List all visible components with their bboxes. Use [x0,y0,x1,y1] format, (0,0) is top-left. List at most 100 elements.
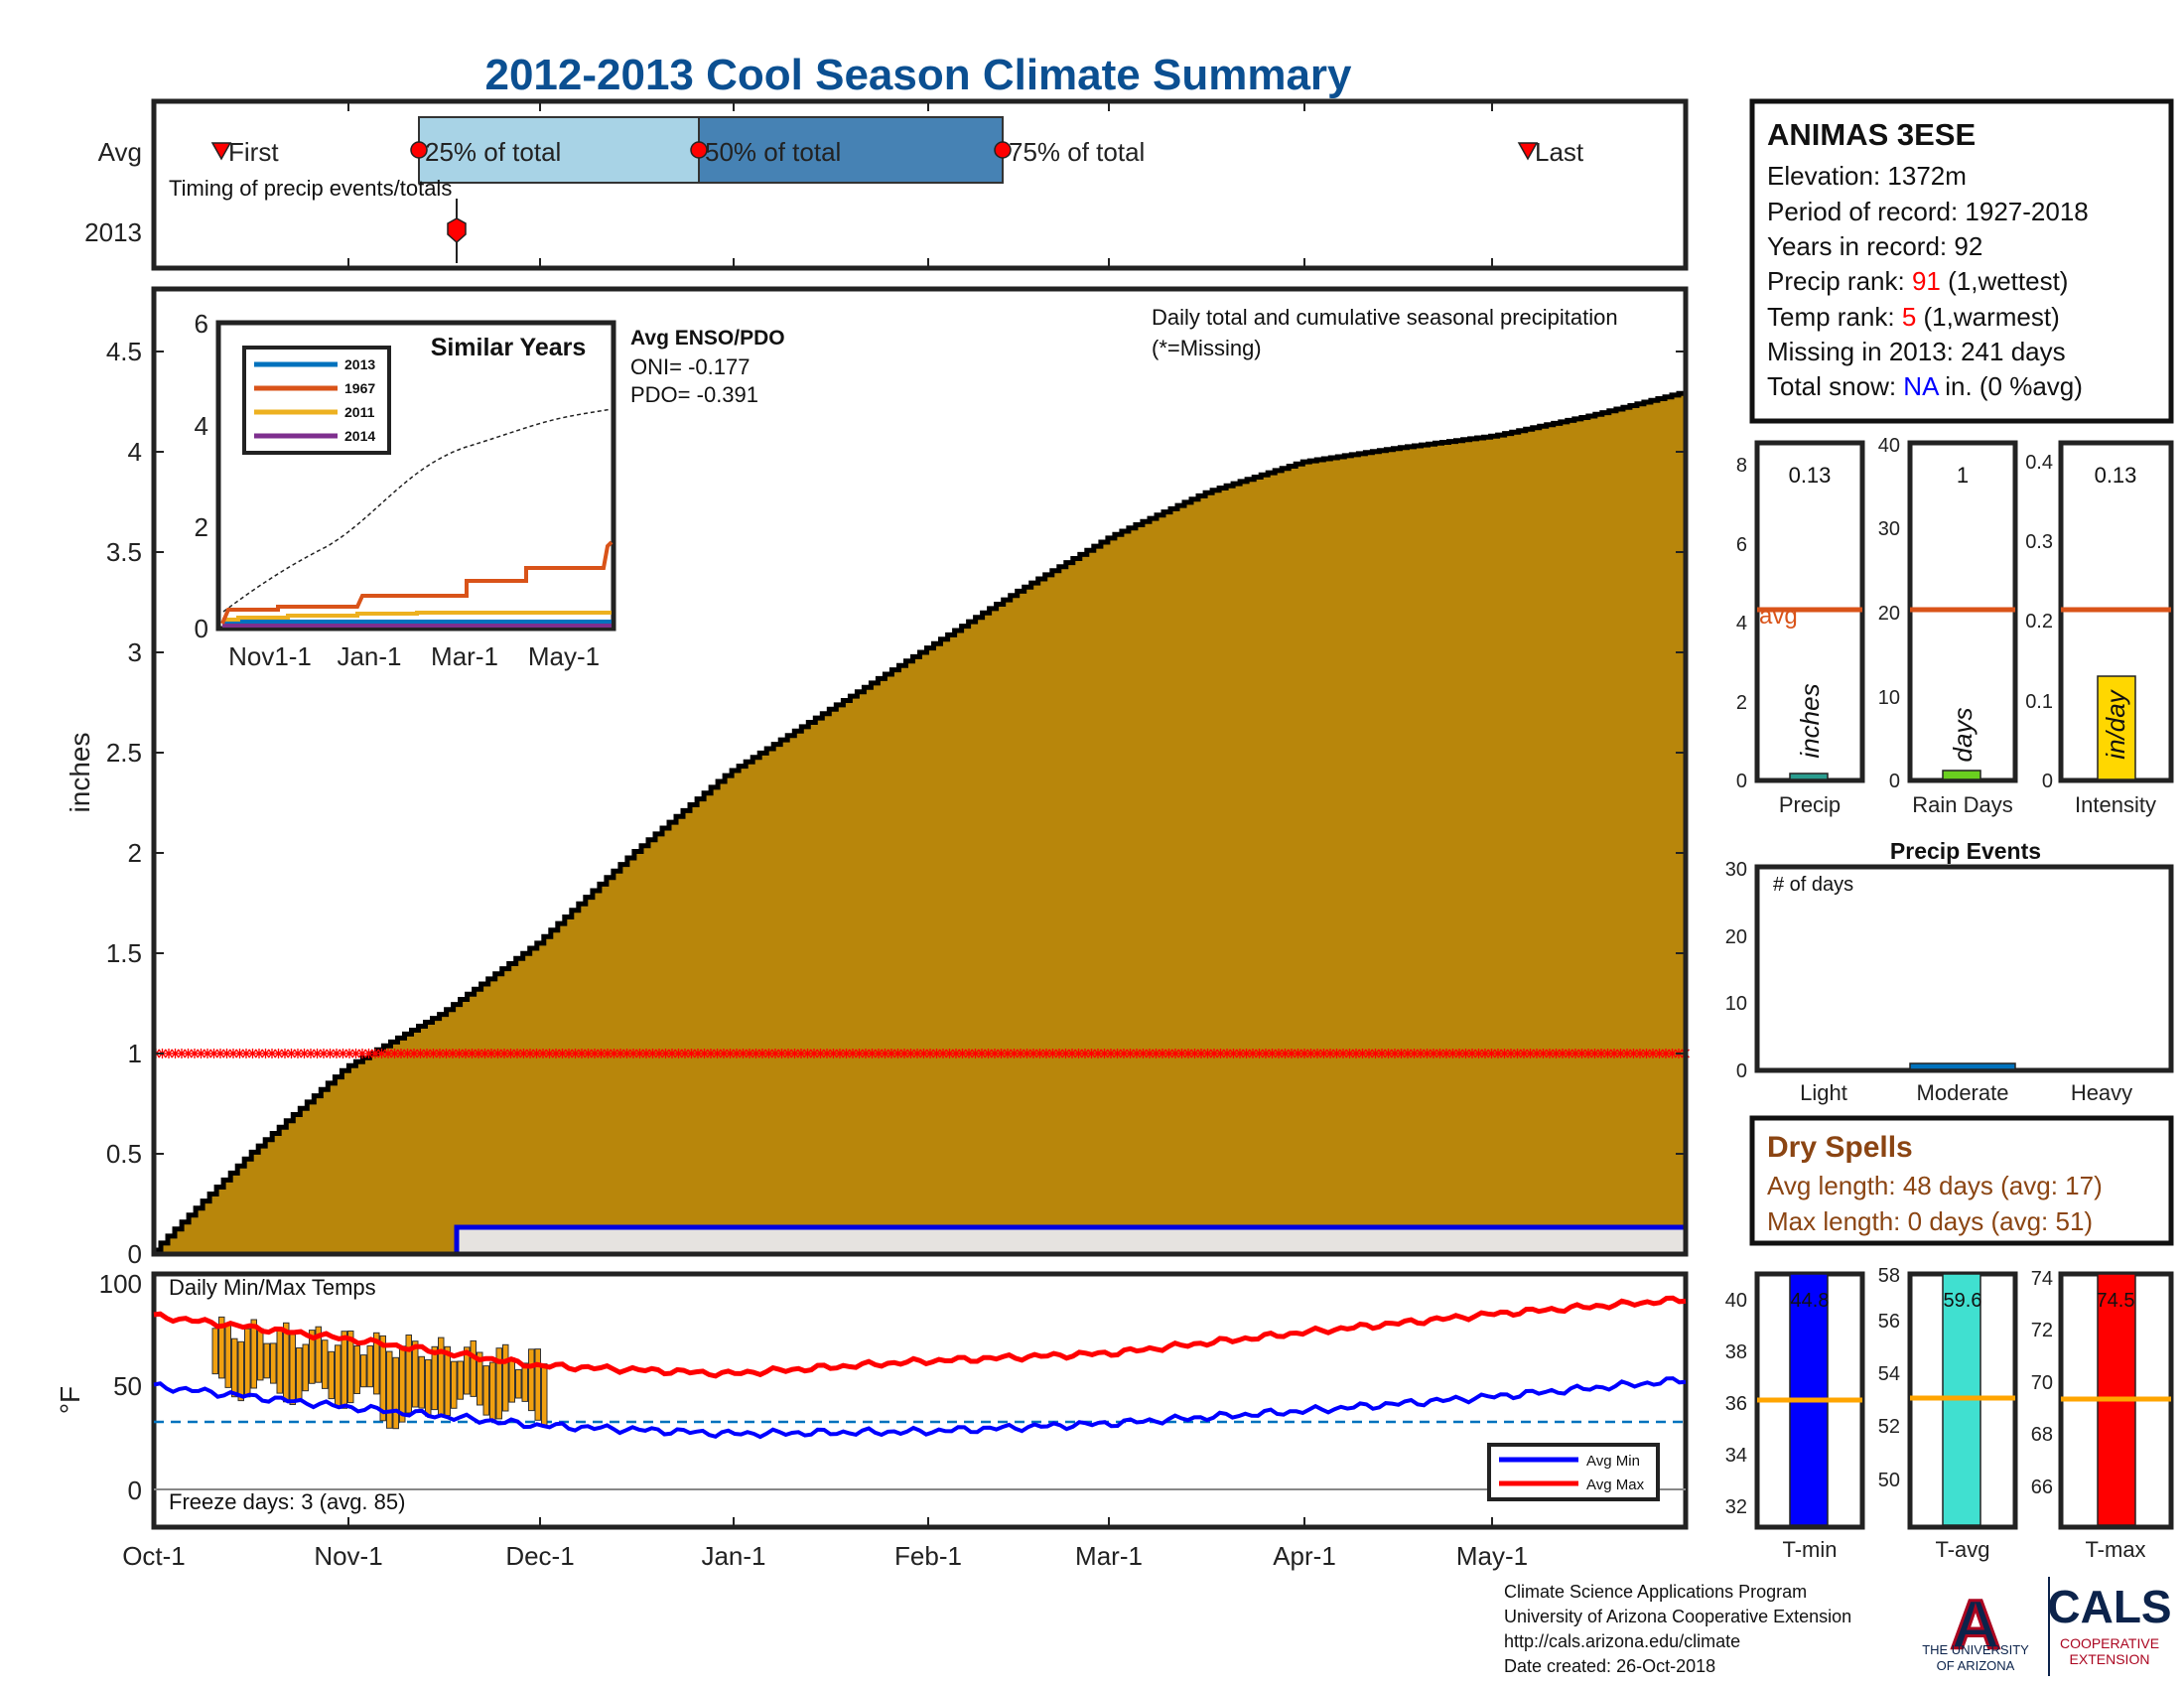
ytick: 10 [1878,687,1900,709]
inset-ytick: 4 [195,411,208,441]
raindays-label: Rain Days [1912,792,2012,817]
intensity-bar-panel: 0.13 in/day 0 0.1 0.2 0.3 0.4 Intensity [2025,440,2174,817]
daily-temp-bar [347,1331,354,1404]
main-ytick: 3.5 [106,537,142,567]
daily-temp-bar [489,1361,496,1422]
footer-line: Date created: 26-Oct-2018 [1504,1656,1715,1676]
ytick: 4 [1736,613,1747,634]
ytick: 74 [2031,1268,2053,1290]
inset-xtick: Nov1-1 [228,641,312,671]
ytick: 0 [1736,771,1747,792]
ytick: 8 [1736,455,1747,477]
inset-avg-line [222,408,613,613]
daily-temp-bar [309,1330,316,1384]
events-title: Precip Events [1890,838,2041,864]
year-marker [447,217,467,244]
station-name: ANIMAS 3ESE [1767,117,1976,152]
tavg-value: 59.6 [1944,1290,1982,1312]
ytick: 70 [2031,1372,2053,1394]
legend-avg-max: Avg Max [1586,1477,1645,1493]
main-xtick: Jan-1 [701,1541,765,1571]
tavg-label: T-avg [1935,1537,1989,1562]
intensity-value: 0.13 [2095,463,2137,488]
shared-xaxis: Oct-1 Nov-1 Dec-1 Jan-1 Feb-1 Mar-1 Apr-1 May-1 [122,1517,1528,1571]
ua-logo: A THE UNIVERSITY OF ARIZONA [1922,1585,2029,1674]
main-ytick: 4 [128,437,142,467]
inset-line-1967 [220,540,614,625]
avg-max-line [153,1295,1687,1379]
events-bar-moderate [1909,1062,2016,1070]
daily-temp-bar [457,1360,464,1400]
avg-min-line [153,1376,1687,1440]
events-cat-moderate: Moderate [1917,1080,2009,1105]
main-frame [151,286,1689,1257]
daily-temp-bar [521,1362,528,1402]
inset-xaxis: Nov1-1 Jan-1 Mar-1 May-1 [228,641,600,671]
daily-temp-bar [296,1347,303,1401]
precip-label: Precip [1779,792,1841,817]
raindays-bar [1942,770,1981,780]
daily-temp-bars [211,1316,548,1430]
daily-temp-bar [451,1360,458,1409]
tmin-panel: 44.8 32 34 36 38 40 T-min [1725,1271,1865,1562]
inset-xtick: May-1 [528,641,600,671]
ytick: 0 [1889,771,1900,792]
p75-marker [994,141,1012,159]
daily-temp-bar [341,1331,347,1409]
ytick: 38 [1725,1341,1747,1363]
temps-yaxis: 0 50 100 [99,1269,142,1505]
temps-legend [1487,1443,1660,1501]
events-ylabel: # of days [1773,874,1853,896]
ytick: 2 [1736,692,1747,714]
inset-line-2011 [222,611,612,622]
footer-line: University of Arizona Cooperative Extens… [1504,1607,1851,1626]
station-missing: Missing in 2013: 241 days [1767,337,2066,366]
daily-temp-bar [366,1344,373,1388]
legend-2014: 2014 [344,428,375,444]
daily-temp-bar [470,1339,477,1397]
timing-caption: Timing of precip events/totals [169,176,452,201]
intensity-yaxis: 0 0.1 0.2 0.3 0.4 [2025,452,2053,792]
daily-temp-bar [315,1326,322,1383]
tmin-value: 44.8 [1791,1290,1830,1312]
main-ytick: 4.5 [106,337,142,366]
daily-temp-bar [444,1345,451,1417]
legend-2013: 2013 [344,356,375,372]
main-yaxis: 0 0.5 1 1.5 2 2.5 3 3.5 4 4.5 [106,337,1686,1269]
main-ylabel: inches [65,733,95,813]
daily-temp-bar [482,1365,489,1416]
ytick: 52 [1878,1416,1900,1438]
main-xtick: Feb-1 [894,1541,962,1571]
ytick: 6 [1736,534,1747,556]
box-50-75 [698,116,1004,184]
cals-logo: CALS COOPERATIVE EXTENSION [2047,1581,2171,1667]
p50-label: 50% of total [705,137,841,167]
daily-temp-bar [399,1345,406,1423]
raindays-bar-panel: 1 days 0 10 20 30 40 Rain Days [1878,435,2018,817]
daily-temp-bar [360,1354,367,1388]
legend-2011: 2011 [344,404,375,420]
first-marker [210,142,232,161]
inset-ytick: 6 [195,309,208,339]
ytick: 36 [1725,1393,1747,1415]
footer-credits: Climate Science Applications Program Uni… [1504,1582,1851,1676]
daily-temp-bar [392,1356,399,1430]
p25-marker [410,141,428,159]
main-ytick: 0.5 [106,1139,142,1169]
footer-line: http://cals.arizona.edu/climate [1504,1631,1740,1651]
daily-temp-bar [425,1358,432,1417]
ytick: 54 [1878,1363,1900,1385]
missing-note: (*=Missing) [1152,336,1262,360]
daily-temp-bar [405,1335,412,1414]
dry-spells-avg: Avg length: 48 days (avg: 17) [1767,1171,2103,1200]
daily-temp-bar [335,1344,341,1408]
footer-line: Climate Science Applications Program [1504,1582,1807,1602]
station-period: Period of record: 1927-2018 [1767,197,2089,226]
main-xtick: Apr-1 [1273,1541,1336,1571]
observed-precip-bar [454,1224,1689,1257]
cumulative-precip-area [151,390,1689,1257]
ytick: 0.1 [2025,691,2053,713]
daily-temp-bar [276,1329,283,1394]
main-xtick: Oct-1 [122,1541,186,1571]
